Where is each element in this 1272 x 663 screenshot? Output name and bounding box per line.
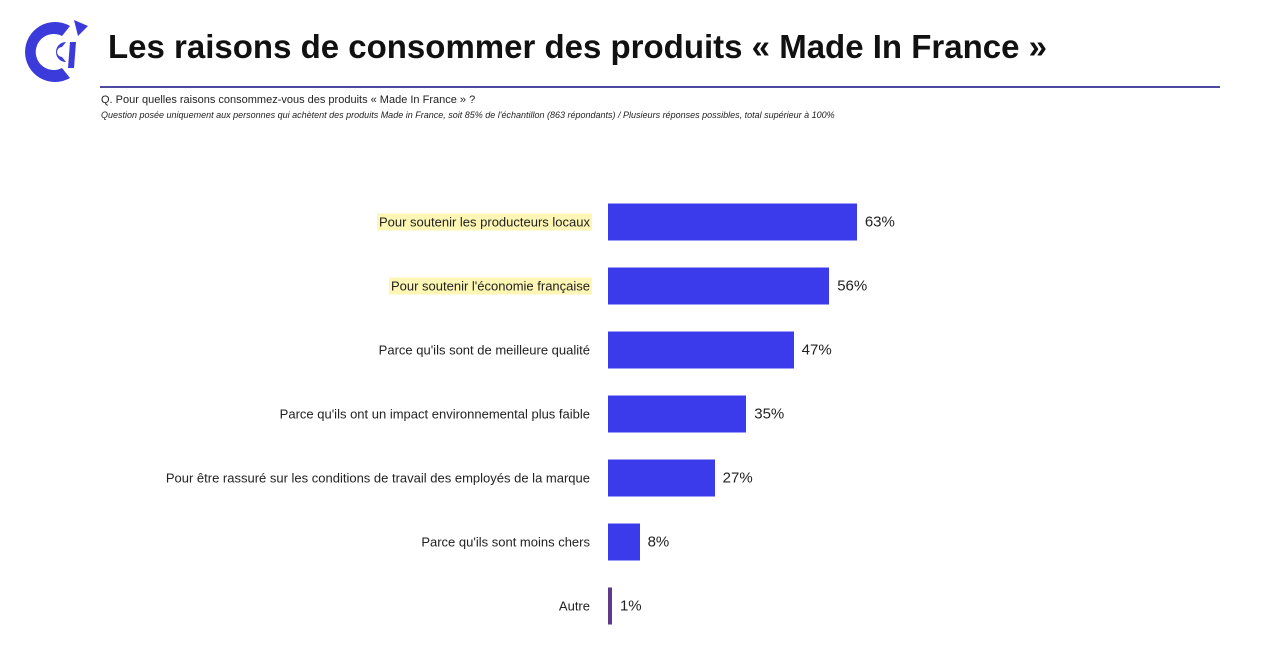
bar (608, 459, 715, 497)
data-label: 35% (754, 405, 785, 423)
data-label: 27% (722, 469, 753, 487)
question-note: Question posée uniquement aux personnes … (101, 110, 835, 120)
category-label: Pour soutenir les producteurs locaux (376, 213, 592, 231)
bar (608, 331, 794, 369)
category-label: Pour soutenir l'économie française (388, 277, 592, 295)
cci-logo (25, 20, 88, 83)
bar (608, 587, 612, 625)
bar (608, 203, 857, 241)
data-label: 63% (864, 213, 895, 231)
data-label: 56% (837, 277, 868, 295)
bar (608, 523, 640, 561)
page-title: Les raisons de consommer des produits « … (108, 28, 1047, 65)
category-label: Parce qu'ils sont moins chers (421, 534, 590, 550)
question-text: Q. Pour quelles raisons consommez-vous d… (101, 94, 476, 106)
category-label: Parce qu'ils ont un impact environnement… (279, 406, 590, 422)
title-divider (100, 86, 1220, 88)
category-label: Parce qu'ils sont de meilleure qualité (378, 342, 590, 358)
bar (608, 395, 747, 433)
category-label: Autre (558, 598, 590, 614)
data-label: 8% (647, 533, 670, 551)
data-label: 47% (801, 341, 832, 359)
bar (608, 267, 830, 305)
category-label: Pour être rassuré sur les conditions de … (165, 470, 590, 486)
data-label: 1% (619, 597, 642, 615)
